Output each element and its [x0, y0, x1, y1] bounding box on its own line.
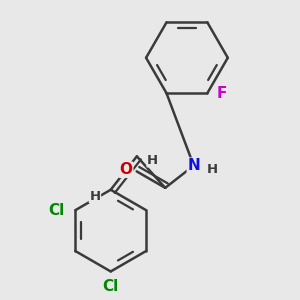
- Text: F: F: [217, 86, 227, 101]
- Text: Cl: Cl: [48, 203, 64, 218]
- Text: O: O: [120, 162, 133, 177]
- Text: H: H: [147, 154, 158, 167]
- Text: H: H: [89, 190, 100, 202]
- Text: Cl: Cl: [103, 279, 119, 294]
- Text: H: H: [206, 163, 218, 176]
- Text: N: N: [187, 158, 200, 173]
